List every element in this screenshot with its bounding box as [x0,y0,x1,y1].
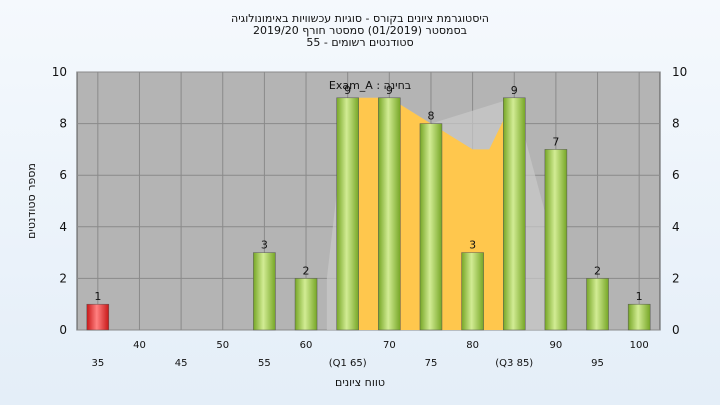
histogram-bar [253,252,276,331]
y-tick-label-right: 2 [672,271,680,285]
histogram-bar [586,278,609,331]
chart-title-line: סטודנטים רשומים - 55 [306,36,413,49]
bar-value-label: 7 [552,135,559,148]
histogram-bar [378,97,401,331]
histogram-bar [544,149,568,331]
y-tick-label-right: 6 [672,168,680,182]
bar-value-label: 3 [261,239,268,252]
bar-value-label: 9 [344,84,351,97]
histogram-bar [461,252,484,331]
y-tick-label-left: 0 [59,323,67,337]
x-tick-label: 70 [383,340,396,351]
histogram-bar [86,303,110,331]
bar-value-label: 3 [469,239,476,252]
bar-value-label: 1 [636,290,643,303]
y-axis-label: מספר סטודנטים [25,163,38,239]
x-tick-label: (Q1 65) [329,358,367,369]
bar-value-label: 2 [303,264,310,277]
bar-value-label: 2 [594,264,601,277]
y-tick-label-right: 8 [672,117,680,131]
bar-value-label: 9 [511,84,518,97]
x-tick-label: 90 [550,340,563,351]
y-tick-label-left: 10 [52,65,67,79]
x-tick-label: 45 [175,358,188,369]
x-tick-label: 60 [300,340,313,351]
y-tick-label-right: 0 [672,323,680,337]
histogram-bar [627,303,651,331]
y-tick-label-right: 4 [672,220,680,234]
x-tick-label: 75 [425,358,438,369]
x-tick-label: 50 [216,340,229,351]
x-tick-label: 55 [258,358,271,369]
x-tick-label: (Q3 85) [495,358,533,369]
y-tick-label-left: 6 [59,168,67,182]
bar-value-label: 8 [427,110,434,123]
x-tick-label: 35 [91,358,104,369]
histogram-bar [419,123,443,331]
chart-title-line: בסמסטר (01/2019) סמסטר חורף 2019/20 [253,24,467,37]
histogram-bar [336,97,359,331]
y-tick-label-right: 10 [672,65,687,79]
x-tick-label: 100 [630,340,649,351]
y-tick-label-left: 2 [59,271,67,285]
x-tick-label: 95 [591,358,604,369]
x-tick-label: 40 [133,340,146,351]
x-axis-label: טווח ציונים [335,376,385,389]
chart-title-line: היסטוגרמת ציונים בקורס - סוגיות עכשוויות… [231,12,489,25]
legend-label: בחינה : Exam_A [329,79,411,92]
bar-value-label: 9 [386,84,393,97]
histogram-bar [503,97,526,331]
x-tick-label: 80 [466,340,479,351]
y-tick-label-left: 4 [59,220,67,234]
histogram-bar [294,278,318,331]
y-tick-label-left: 8 [59,117,67,131]
bar-value-label: 1 [94,290,101,303]
